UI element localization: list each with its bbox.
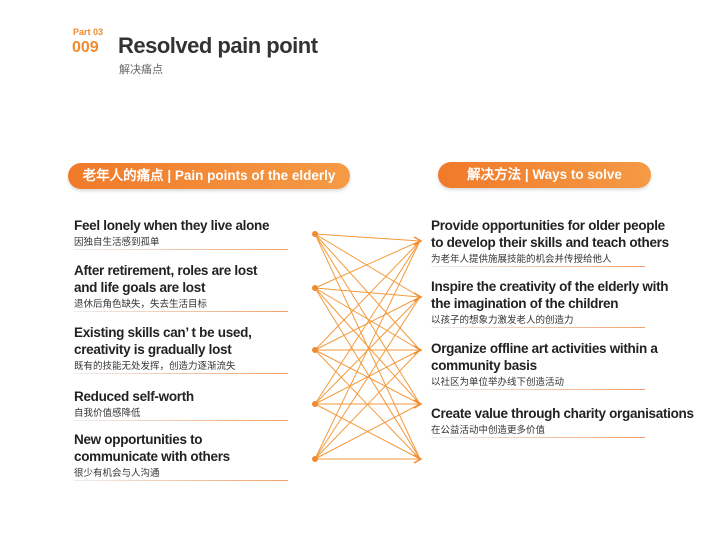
item-subtitle: 自我价值感降低 <box>74 408 141 419</box>
divider <box>74 311 288 312</box>
part-label: Part 03 <box>73 27 104 37</box>
item-title: Create value through charity organisatio… <box>431 406 694 421</box>
divider <box>74 480 288 481</box>
number: 009 <box>72 39 99 56</box>
dot <box>312 456 318 462</box>
item-title: New opportunities to <box>74 432 203 447</box>
link <box>314 240 421 351</box>
item-title: Feel lonely when they live alone <box>74 218 270 233</box>
dot <box>312 401 318 407</box>
divider <box>431 327 645 328</box>
item-title: to develop their skills and teach others <box>431 235 669 250</box>
item-title: Organize offline art activities within a <box>431 341 658 356</box>
item-title: and life goals are lost <box>74 280 206 295</box>
link <box>314 240 421 405</box>
item-title: Provide opportunities for older people <box>431 218 665 233</box>
dot <box>312 231 318 237</box>
item-subtitle: 为老年人提供施展技能的机会并传授给他人 <box>431 254 612 265</box>
link <box>314 287 421 298</box>
item-subtitle: 在公益活动中创造更多价值 <box>431 425 546 436</box>
link <box>314 349 421 405</box>
item-subtitle: 既有的技能无处发挥，创造力逐渐流失 <box>74 361 236 372</box>
link <box>314 240 421 460</box>
link <box>314 287 421 405</box>
dot <box>312 285 318 291</box>
title: Resolved pain point <box>118 33 318 58</box>
item-subtitle: 因独自生活感到孤单 <box>74 237 160 248</box>
link <box>314 287 421 460</box>
divider <box>431 437 645 438</box>
item-title: After retirement, roles are lost <box>74 263 258 278</box>
right-heading: 解决方法 | Ways to solve <box>438 162 651 188</box>
item-subtitle: 退休后角色缺失，失去生活目标 <box>74 299 208 310</box>
item-title: community basis <box>431 358 537 373</box>
link <box>314 403 421 460</box>
item-title: Reduced self-worth <box>74 389 194 404</box>
link <box>314 296 421 460</box>
link <box>314 240 421 289</box>
arrow <box>413 292 423 302</box>
divider <box>74 373 288 374</box>
item-title: Existing skills can’ t be used, <box>74 325 252 340</box>
item-title: Inspire the creativity of the elderly wi… <box>431 279 669 294</box>
link <box>314 287 421 351</box>
arrow <box>413 399 423 409</box>
item-subtitle: 以社区为单位举办线下创造活动 <box>431 377 565 388</box>
link <box>314 233 421 298</box>
arrow <box>413 454 423 464</box>
link <box>314 349 421 460</box>
arrow <box>413 236 423 246</box>
subtitle: 解决痛点 <box>119 64 163 76</box>
divider <box>74 249 288 250</box>
divider <box>431 389 645 390</box>
item-title: the imagination of the children <box>431 296 619 311</box>
dot <box>312 347 318 353</box>
item-title: communicate with others <box>74 449 230 464</box>
link <box>314 233 421 242</box>
arrow <box>413 345 423 355</box>
item-subtitle: 以孩子的想象力激发老人的创造力 <box>431 315 574 326</box>
item-subtitle: 很少有机会与人沟通 <box>74 468 160 479</box>
divider <box>74 420 288 421</box>
left-heading: 老年人的痛点 | Pain points of the elderly <box>68 163 350 189</box>
item-title: creativity is gradually lost <box>74 342 232 357</box>
link <box>314 296 421 351</box>
divider <box>431 266 645 267</box>
